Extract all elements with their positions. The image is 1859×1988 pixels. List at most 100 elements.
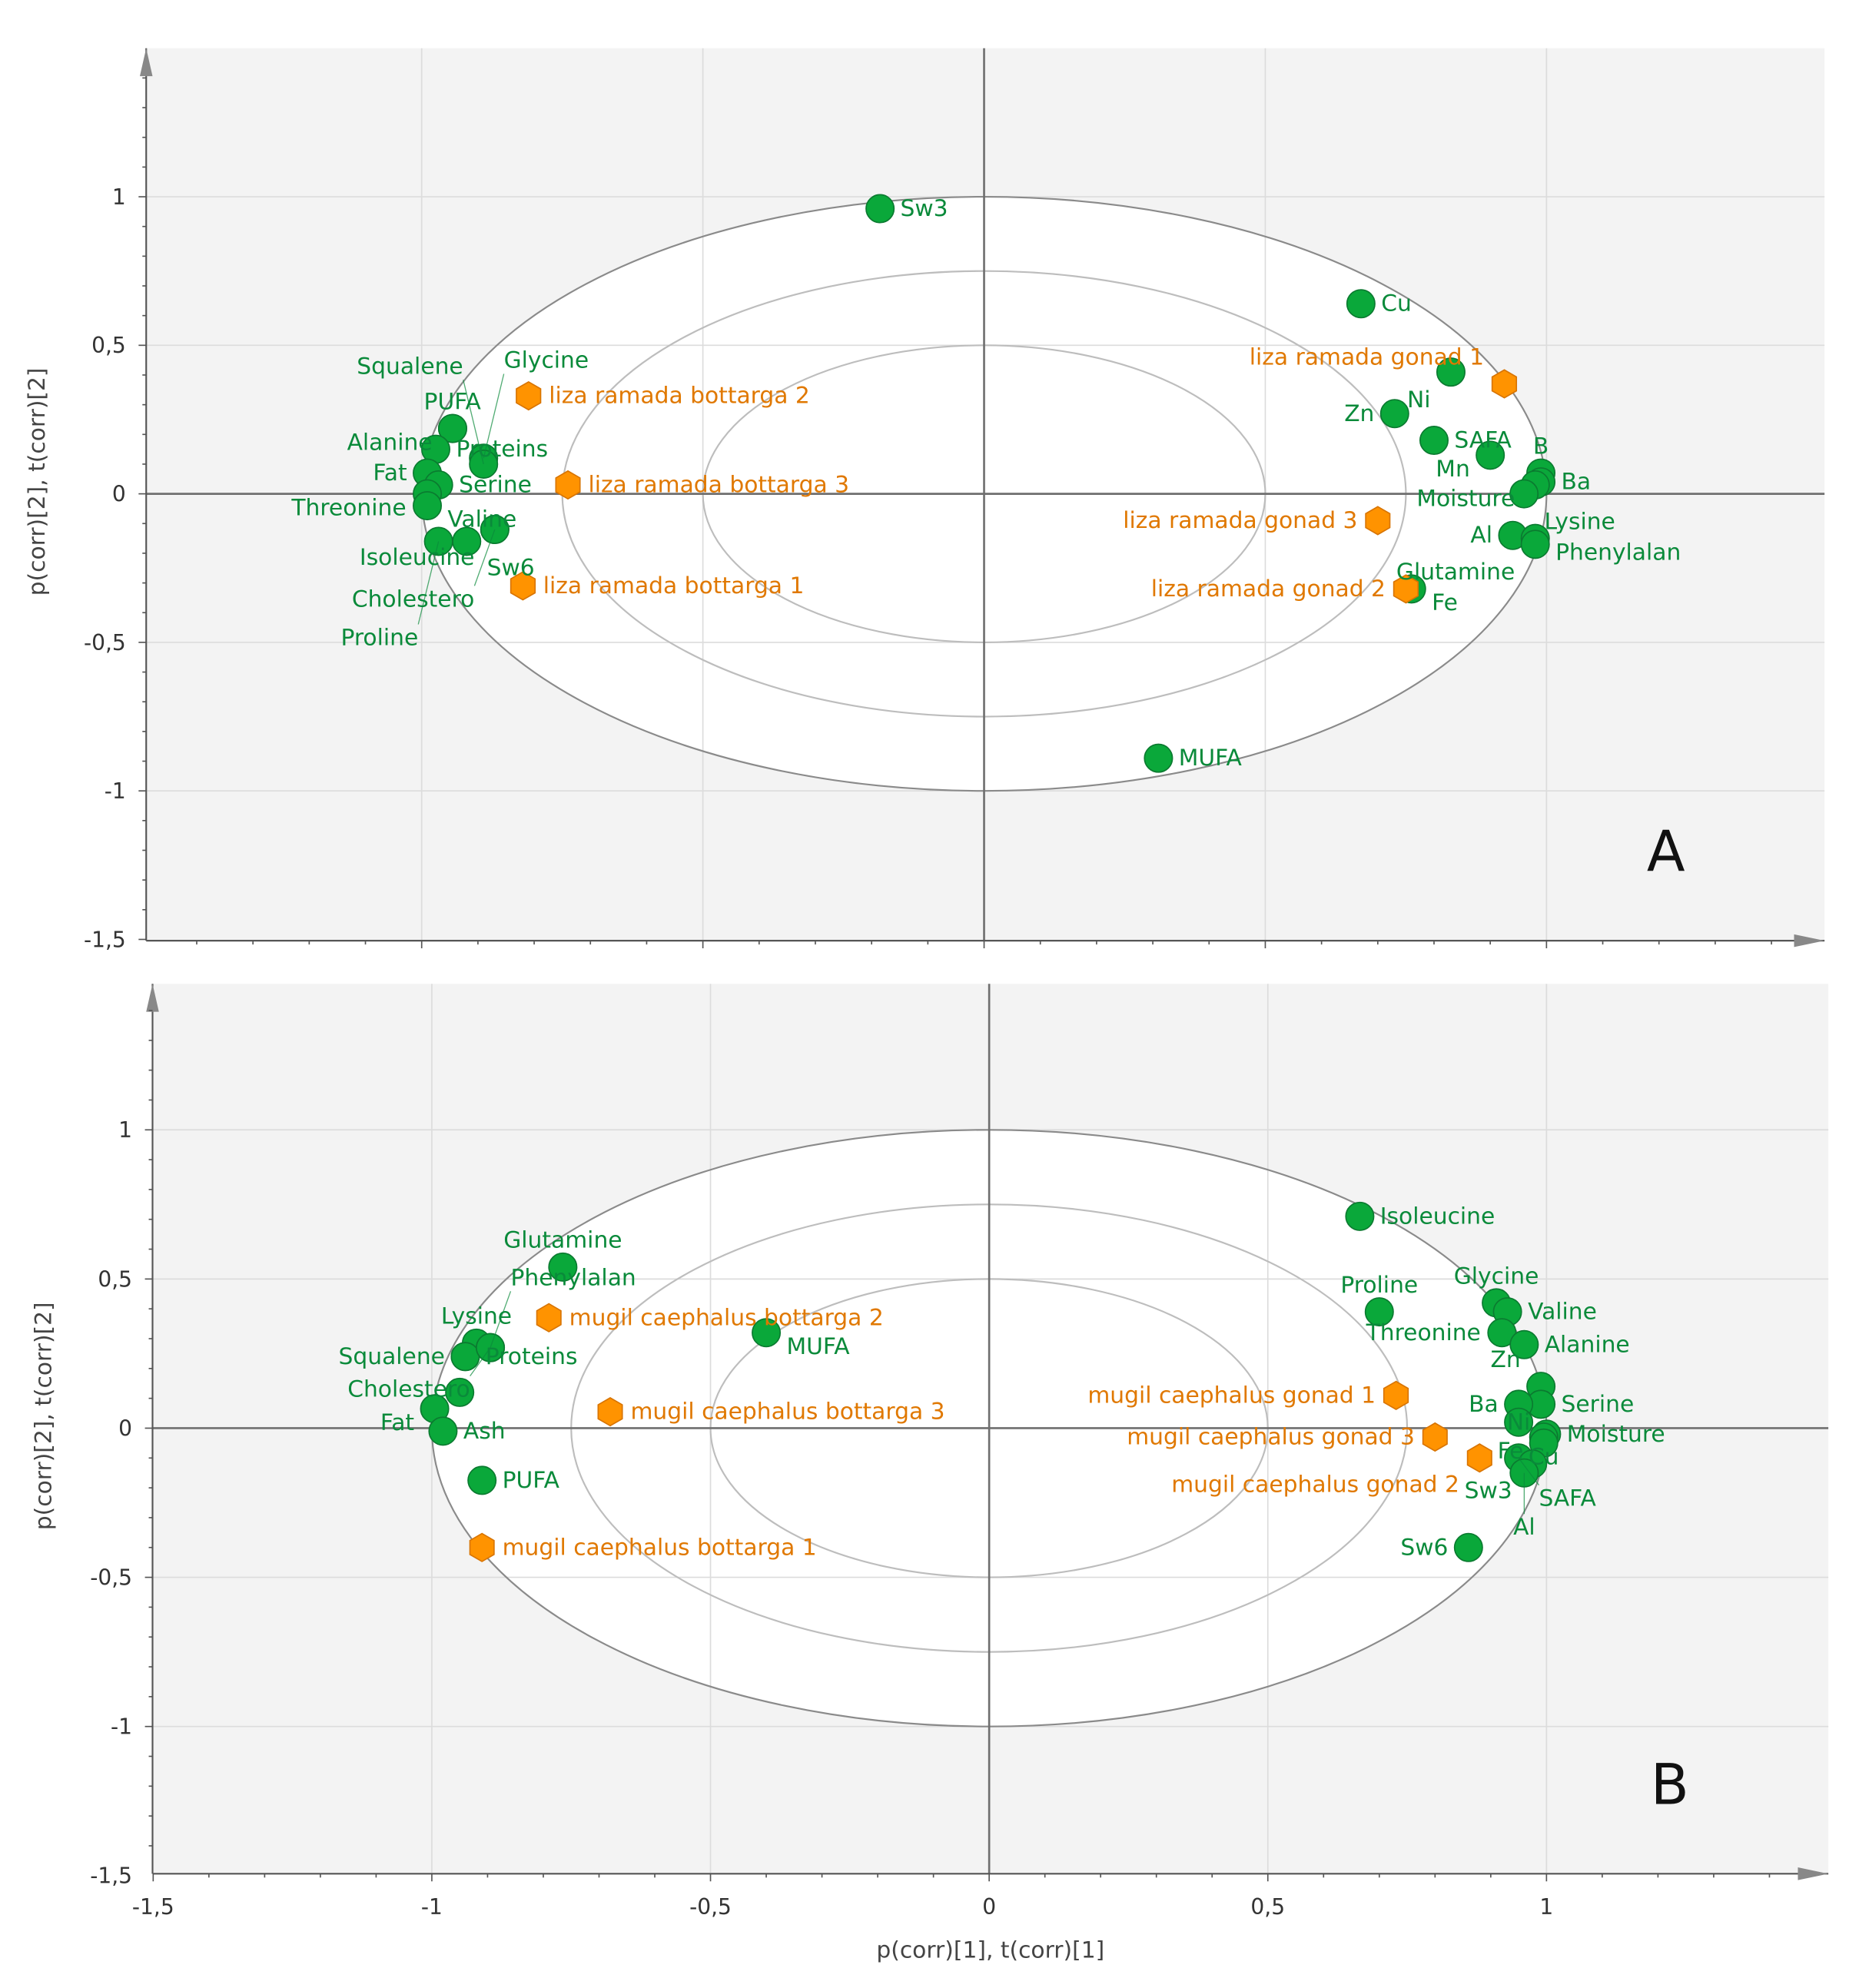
variable-point (752, 1318, 782, 1348)
sample-label: mugil caephalus gonad 2 (1171, 1472, 1459, 1498)
variable-label: Al (1470, 522, 1492, 549)
variable-point (1346, 289, 1376, 319)
y-tick-label: 0 (118, 1415, 132, 1441)
label-leader-line (473, 529, 496, 586)
variable-label: Proline (1340, 1272, 1418, 1299)
sample-point (1393, 574, 1419, 604)
x-tick-label: -1 (421, 1894, 443, 1920)
sample-point (516, 380, 542, 411)
label-leader-lines (417, 373, 505, 625)
variable-label: Valine (1528, 1299, 1597, 1326)
variable-point (1364, 1297, 1394, 1327)
sample-label: mugil caephalus bottarga 2 (569, 1304, 884, 1331)
variable-label: Ba (1469, 1391, 1499, 1418)
variable-point (1345, 1201, 1375, 1231)
variable-point (467, 1465, 497, 1495)
variable-label: Alanine (1545, 1331, 1630, 1358)
variable-label: Sw6 (1400, 1534, 1448, 1561)
panel-label: A (1647, 820, 1685, 884)
label-leader-line (463, 380, 484, 465)
sample-point (1422, 1422, 1448, 1452)
variable-label: Sw3 (1465, 1477, 1512, 1504)
variable-point (1436, 357, 1466, 387)
y-tick-label: -0,5 (84, 630, 126, 655)
variable-label: Threonine (290, 494, 406, 521)
sample-label: mugil caephalus gonad 1 (1087, 1382, 1376, 1409)
variable-label: Sw3 (901, 195, 948, 222)
variable-label: Moisture (1567, 1421, 1665, 1448)
variable-label: Serine (1562, 1391, 1635, 1418)
variable-label: Proline (340, 625, 418, 652)
x-tick-label: 0,5 (1250, 1894, 1285, 1920)
variable-label: Glycine (1454, 1263, 1539, 1289)
label-leader-line (417, 541, 440, 625)
y-tick-label: 0,5 (98, 1266, 132, 1292)
x-axis-arrow-icon (1794, 934, 1825, 948)
variable-label: B (1533, 433, 1549, 460)
y-tick-label: -1 (105, 778, 126, 804)
variable-label: Mn (1436, 456, 1469, 483)
variable-label: Glutamine (503, 1227, 622, 1254)
x-tick-label: 0 (982, 1894, 996, 1920)
sample-point (1466, 1443, 1492, 1473)
variable-point (445, 1377, 475, 1407)
panel-b: 1 0,5 0 -0,5 -1 -1,5-1,5 -1 -0,5 0 0,5 1 p(corr)[2]… (30, 984, 1829, 1963)
variable-label: PUFA (424, 388, 482, 415)
variable-label: Serine (459, 471, 532, 498)
label-leader-line (490, 1291, 512, 1348)
label-leader-line (1518, 1457, 1540, 1486)
variable-point (1504, 1407, 1534, 1437)
variable-label: Ni (1407, 387, 1430, 413)
y-tick-label: -1 (111, 1714, 132, 1740)
variable-label: Squalene (339, 1343, 445, 1370)
variable-label: Threonine (1366, 1319, 1481, 1346)
y-tick-label: 1 (118, 1117, 132, 1143)
sample-point (1365, 506, 1391, 536)
sample-label: liza ramada bottarga 3 (588, 471, 849, 498)
variable-label: Cu (1529, 1444, 1559, 1471)
variable-label: Isoleucine (1380, 1203, 1495, 1230)
y-tick-label: -1,5 (90, 1864, 132, 1889)
y-tick-label: 0,5 (91, 333, 126, 358)
sample-point (1383, 1380, 1409, 1410)
variable-label: Fe (1432, 589, 1458, 616)
variable-point (413, 491, 443, 521)
variable-point (452, 526, 482, 556)
variable-label: Fat (373, 460, 407, 486)
variable-point (1509, 479, 1539, 509)
variable-label: Proteins (456, 436, 548, 463)
sample-point (555, 470, 581, 500)
variable-label: Glycine (504, 347, 589, 374)
y-axis-label: p(corr)[2], t(corr)[2] (24, 367, 51, 596)
variable-point (1379, 399, 1409, 429)
variable-point (1144, 743, 1173, 773)
variable-point (428, 1416, 458, 1446)
variable-point (1476, 440, 1505, 470)
variable-label: Ba (1562, 469, 1592, 496)
variable-point (1453, 1532, 1483, 1562)
variable-label: Fat (380, 1409, 414, 1436)
x-tick-label: 1 (1539, 1894, 1553, 1920)
sample-label: liza ramada gonad 2 (1151, 576, 1386, 602)
variable-label: Glutamine (1396, 559, 1515, 586)
variable-point (450, 1342, 480, 1372)
variable-label: Al (1513, 1514, 1535, 1541)
sample-point (469, 1532, 495, 1562)
variable-label: Cholestero (352, 586, 474, 612)
x-tick-label: -0,5 (689, 1894, 732, 1920)
variable-label: Sw6 (487, 555, 535, 582)
variable-label: Moisture (1416, 486, 1515, 513)
y-axis-arrow-icon (146, 984, 159, 1012)
variable-label: Phenylalan (1555, 539, 1681, 566)
variable-label: Squalene (357, 353, 463, 380)
variable-point (1520, 529, 1550, 559)
variable-point (1509, 1329, 1539, 1359)
sample-label: liza ramada bottarga 1 (543, 573, 805, 599)
variable-label: SAFA (1454, 426, 1512, 453)
sample-label: liza ramada gonad 3 (1123, 507, 1357, 534)
sample-label: mugil caephalus bottarga 3 (630, 1399, 944, 1425)
label-leader-line (483, 373, 505, 459)
variable-label: Valine (447, 506, 516, 533)
label-leader-lines (470, 1291, 1540, 1515)
